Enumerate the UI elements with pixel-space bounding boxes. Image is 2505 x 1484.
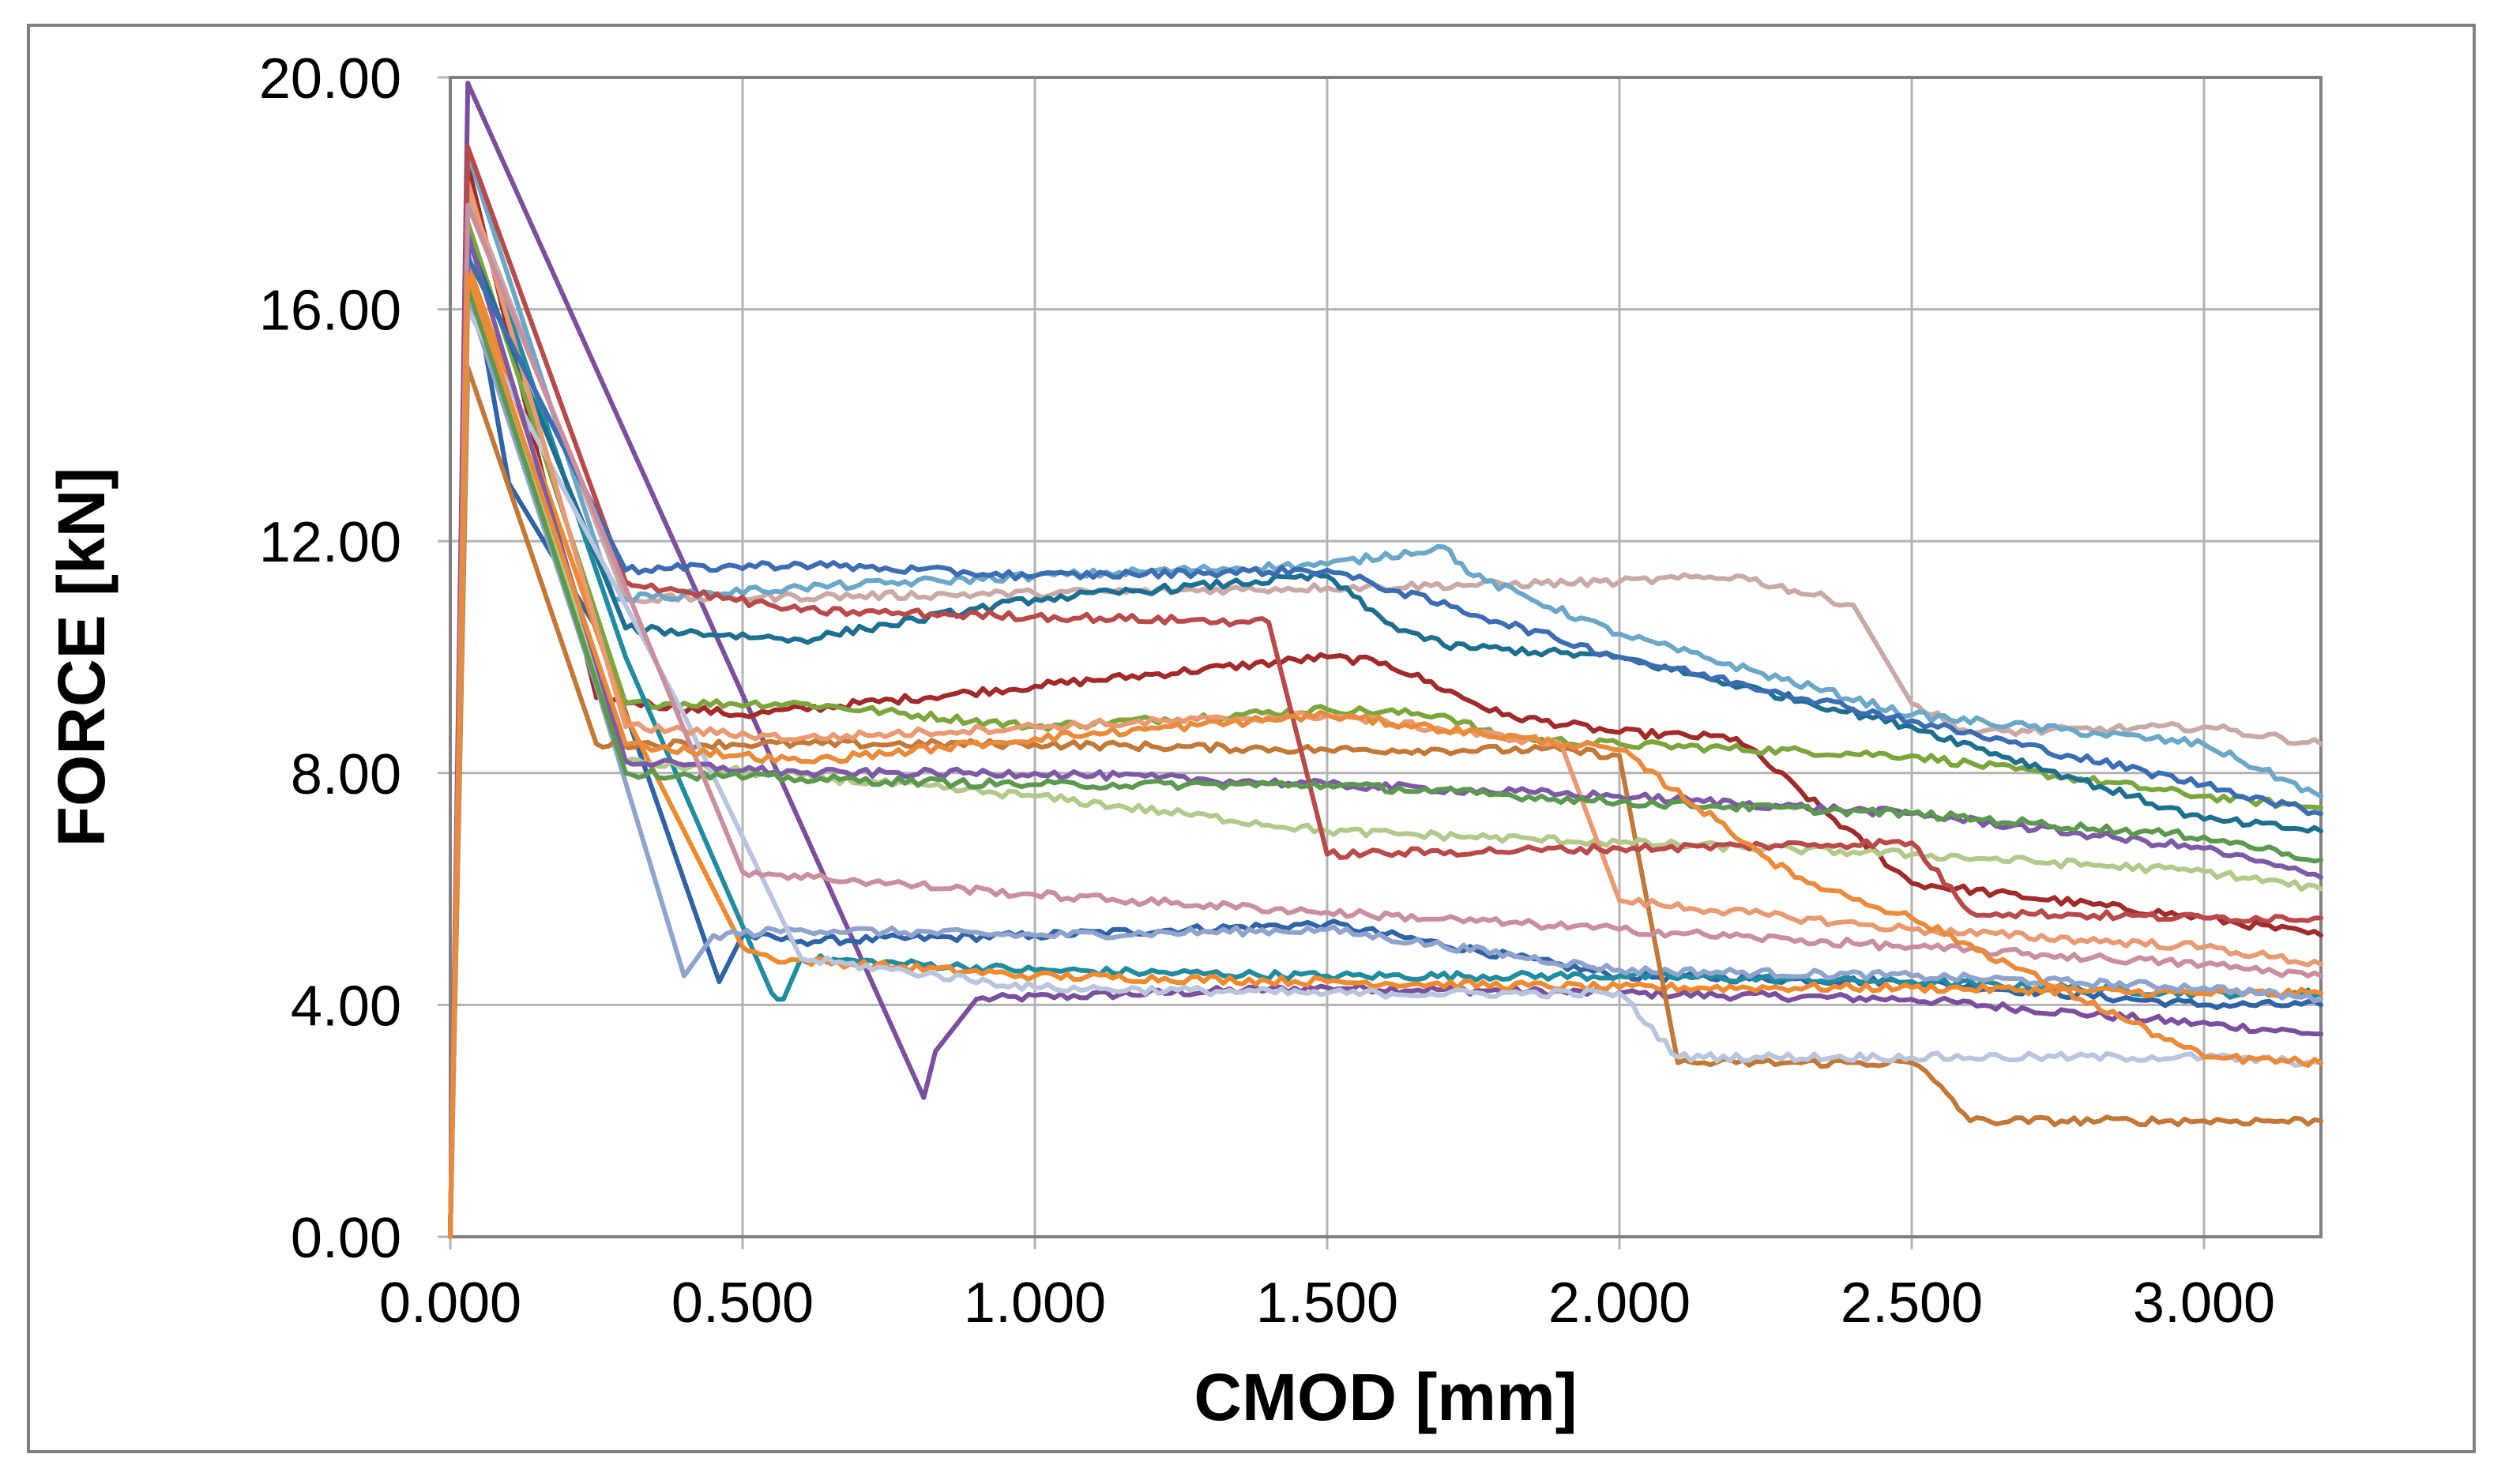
series-line: [448, 150, 2323, 1239]
series-line: [448, 190, 2323, 1239]
x-axis-ticks: 0.000 0.500 1.000 1.500 2.000 2.500 3.000: [379, 1272, 2275, 1335]
series-line: [448, 295, 2323, 1239]
plot-area: [449, 76, 2323, 1238]
x-tick-label: 2.000: [1548, 1272, 1691, 1335]
series-line: [448, 365, 2323, 1239]
y-tick-label: 8.00: [291, 743, 401, 806]
x-tick-label: 0.500: [671, 1272, 814, 1335]
y-tick-label: 0.00: [291, 1207, 401, 1270]
series-line: [448, 81, 2323, 1239]
series-line: [448, 145, 2323, 1239]
x-axis-title: CMOD [mm]: [1194, 1360, 1577, 1434]
x-tick-label: 1.500: [1256, 1272, 1398, 1335]
series-line: [448, 220, 2323, 1239]
y-tick-label: 20.00: [259, 47, 401, 111]
x-tick-label: 0.000: [379, 1272, 521, 1335]
y-axis-title: FORCE [kN]: [44, 468, 118, 847]
x-tick-label: 1.000: [964, 1272, 1106, 1335]
series-layer: [448, 81, 2323, 1239]
y-tick-label: 4.00: [291, 975, 401, 1038]
series-line: [448, 272, 2323, 1239]
series-line: [448, 306, 2323, 1239]
series-line: [448, 254, 2323, 1239]
chart-frame: [27, 24, 2476, 1453]
y-tick-label: 16.00: [259, 280, 401, 343]
series-line: [448, 260, 2323, 1239]
series-line: [448, 202, 2323, 1239]
series-line: [448, 284, 2323, 1239]
series-line: [448, 179, 2323, 1239]
y-axis-ticks: 0.00 4.00 8.00 12.00 16.00 20.00: [259, 47, 401, 1270]
x-tick-label: 3.000: [2133, 1272, 2275, 1335]
series-line: [448, 162, 2323, 1239]
y-tick-label: 12.00: [259, 511, 401, 574]
x-tick-label: 2.500: [1841, 1272, 1983, 1335]
series-line: [448, 277, 2323, 1239]
series-line: [448, 237, 2323, 1239]
